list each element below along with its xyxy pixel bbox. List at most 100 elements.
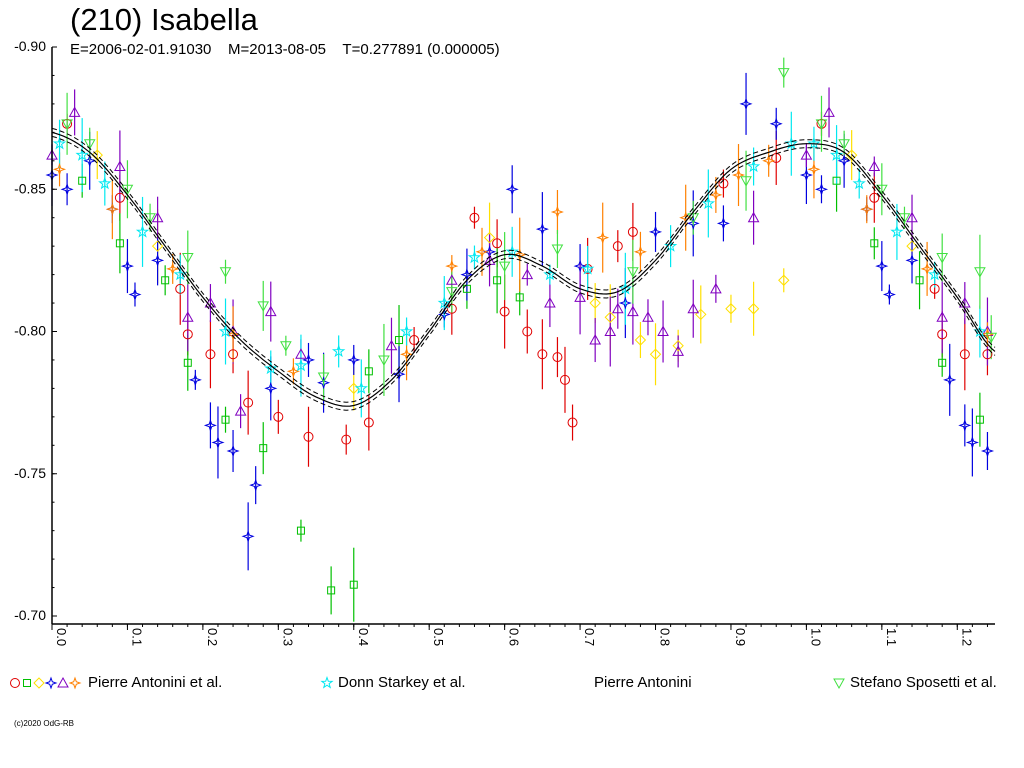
data-point [747, 211, 760, 223]
data-point [52, 136, 67, 150]
data-point [537, 349, 548, 360]
legend-markers [320, 675, 334, 689]
data-point [686, 216, 700, 230]
data-point [709, 188, 723, 202]
data-point [166, 262, 180, 276]
data-point [144, 213, 156, 224]
data-point [906, 211, 918, 223]
data-point [498, 261, 511, 273]
data-point [814, 182, 829, 196]
legend-markers [10, 676, 82, 690]
x-tick-label: 0.4 [356, 628, 371, 646]
data-point [347, 353, 361, 367]
data-point [710, 282, 722, 294]
data-point [604, 325, 617, 336]
data-point [301, 353, 316, 367]
legend-item-antonini: Pierre Antonini [594, 673, 692, 693]
data-point [78, 176, 87, 185]
data-point [746, 159, 761, 173]
data-point [648, 225, 663, 239]
data-point [364, 367, 373, 376]
data-point [294, 358, 308, 372]
data-point [550, 205, 564, 219]
data-point [875, 184, 888, 196]
data-point [296, 526, 305, 535]
data-point [920, 262, 934, 276]
data-point [589, 297, 601, 309]
data-point [580, 261, 595, 275]
x-tick-label: 0.9 [733, 628, 748, 646]
x-tick-label: 0.7 [582, 628, 597, 646]
fit-curve [51, 131, 996, 407]
data-point [493, 276, 502, 285]
data-point [483, 231, 496, 244]
legend-marker [57, 676, 69, 688]
fit-curve-upper [51, 127, 996, 403]
data-point [657, 325, 669, 336]
y-tick-label: -0.80 [14, 323, 46, 339]
data-point [882, 287, 896, 302]
axes: -0.90 -0.85 -0.80 -0.75 -0.70 0.0 0.1 0.2 0.3 0.4… [14, 38, 995, 646]
data-point [241, 529, 255, 543]
data-point [573, 259, 587, 273]
data-point [105, 202, 120, 216]
data-point [469, 212, 480, 223]
data-point [446, 303, 457, 314]
data-point [354, 381, 368, 395]
data-point [505, 182, 519, 196]
data-point [985, 332, 998, 344]
data-point [286, 364, 300, 378]
data-point [211, 435, 225, 450]
data-point [399, 324, 414, 338]
data-point [544, 297, 556, 308]
data-point [672, 340, 684, 352]
data-point [75, 148, 89, 161]
data-point [769, 117, 783, 131]
data-point [852, 176, 866, 190]
data-point [687, 213, 700, 224]
data-point [982, 349, 993, 360]
data-point [331, 344, 346, 358]
error-bars [51, 57, 992, 622]
data-point [227, 325, 239, 336]
data-point [60, 182, 74, 196]
y-tick-label: -0.70 [14, 607, 46, 623]
data-point [221, 415, 230, 424]
data-point [800, 149, 813, 160]
data-point [860, 202, 874, 216]
data-point [462, 284, 471, 293]
data-point [395, 336, 404, 345]
data-point [552, 352, 563, 363]
legend-marker [33, 677, 45, 689]
data-point [135, 224, 150, 238]
data-point [589, 334, 602, 345]
data-point [627, 267, 639, 278]
data-point [264, 381, 278, 395]
data-point [837, 154, 851, 168]
data-point [492, 238, 503, 249]
x-tick-label: 1.1 [884, 628, 899, 646]
data-point [475, 245, 489, 259]
data-point [445, 274, 458, 285]
data-point [627, 226, 638, 237]
data-point [327, 586, 336, 595]
data-point [181, 311, 194, 322]
data-point [295, 348, 307, 359]
legend-marker [23, 679, 31, 687]
data-point [521, 268, 534, 280]
x-tick-label: 0.1 [129, 628, 144, 646]
legend-marker [10, 678, 20, 688]
data-point [341, 434, 352, 445]
legend-marker [68, 676, 82, 690]
data-point [959, 349, 970, 360]
data-point [522, 326, 533, 337]
data-point [868, 160, 881, 171]
data-point [701, 196, 716, 210]
legend-label: Donn Starkey et al. [338, 674, 466, 691]
data-point [91, 149, 103, 161]
data-point [400, 347, 414, 361]
data-point [642, 311, 654, 322]
data-point [739, 97, 753, 111]
data-point [551, 244, 564, 256]
